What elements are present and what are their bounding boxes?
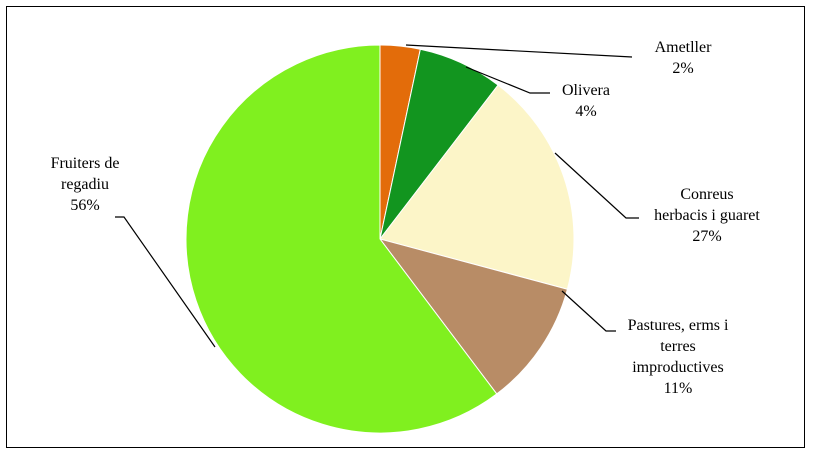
pie-slice-fruiters-de-regadiu — [185, 44, 498, 434]
pie-slice-pastures-erms-i-terres-improductives — [378, 238, 569, 395]
slice-category-label: Conreus — [680, 186, 733, 203]
slice-percent-label: 11% — [664, 380, 693, 397]
slice-percent-label: 27% — [692, 228, 721, 245]
leader-line — [465, 66, 550, 94]
slice-category-label: herbacis i guaret — [654, 207, 760, 224]
slice-category-label: terres — [660, 338, 696, 355]
leader-line — [561, 290, 616, 332]
leader-line — [405, 44, 633, 58]
slice-category-label: regadiu — [61, 176, 109, 193]
pie-slice-conreus-herbacis-i-guaret — [379, 84, 575, 290]
slice-category-label: Fruiters de — [51, 155, 120, 172]
slice-category-label: improductives — [632, 359, 724, 376]
slice-category-label: Ametller — [655, 39, 713, 56]
slice-percent-label: 4% — [575, 103, 596, 120]
leader-line — [115, 216, 216, 348]
leader-line — [554, 152, 639, 219]
slice-percent-label: 56% — [70, 197, 99, 214]
slice-percent-label: 2% — [672, 60, 693, 77]
slice-category-label: Olivera — [562, 82, 610, 99]
slice-category-label: Pastures, erms i — [628, 317, 729, 334]
